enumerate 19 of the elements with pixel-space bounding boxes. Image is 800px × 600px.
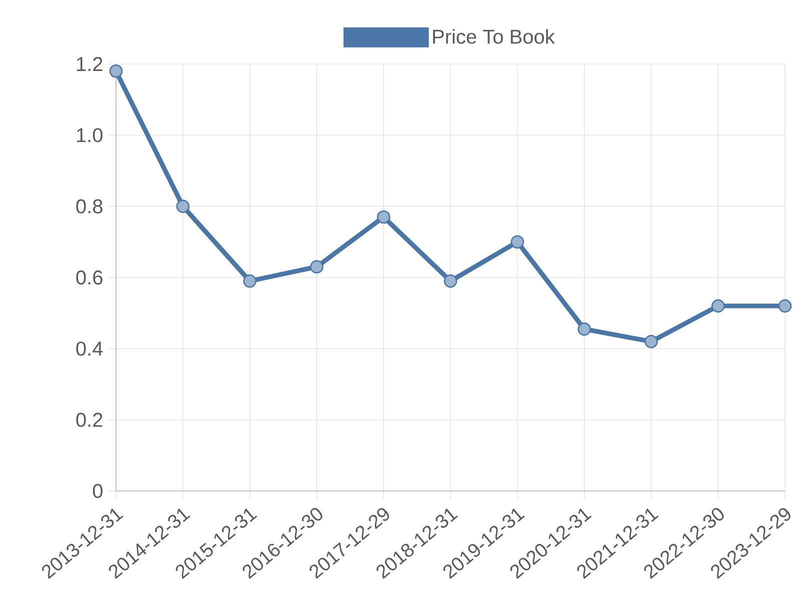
point [310, 260, 324, 274]
y-tick-label: 0.2 [76, 412, 102, 427]
point [176, 200, 190, 213]
y-tick-label: 1.0 [77, 128, 102, 142]
point [778, 299, 792, 313]
y-tick-label: 0.4 [76, 342, 103, 356]
point [711, 299, 725, 313]
y-tick-label: 0.6 [76, 270, 102, 285]
legend-label: Price To Book [433, 29, 555, 44]
point [510, 235, 524, 249]
point [376, 210, 390, 224]
y-tick-label: 0.8 [76, 199, 102, 214]
point [644, 334, 658, 348]
y-tick-label: 0 [92, 484, 102, 498]
point [243, 274, 256, 288]
y-tick-label: 1.2 [77, 57, 102, 71]
point [578, 322, 591, 336]
point [109, 64, 123, 78]
point [444, 274, 458, 288]
